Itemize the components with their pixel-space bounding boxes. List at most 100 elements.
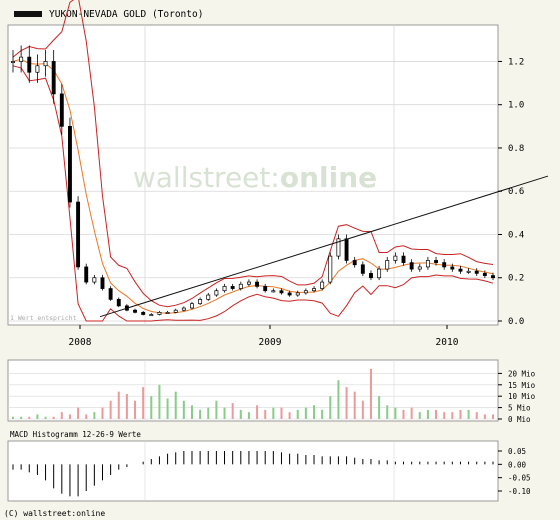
volume-y-tick-label: 20 Mio (508, 369, 536, 378)
volume-bar (345, 387, 348, 419)
volume-bar (443, 412, 446, 419)
volume-bar (247, 412, 250, 419)
candle-body (474, 270, 479, 274)
volume-bar (60, 412, 63, 419)
candle-body (369, 273, 373, 279)
candle-body (149, 314, 154, 317)
volume-bar (337, 380, 340, 419)
candle-body (190, 303, 194, 309)
candle-body (27, 56, 32, 73)
candle-body (385, 260, 390, 270)
volume-bar (207, 407, 210, 419)
volume-bar (134, 400, 137, 419)
volume-bar (174, 391, 177, 419)
volume-bar (68, 414, 71, 419)
price-x-tick-label: 2008 (69, 337, 92, 348)
macd-label: MACD Histogramm 12-26-9 Werte (10, 430, 141, 439)
candle-body (425, 260, 430, 268)
volume-bar (435, 409, 438, 419)
candle-body (59, 93, 64, 127)
volume-bar (77, 407, 80, 419)
volume-bar (288, 412, 291, 419)
candle-body (133, 309, 137, 313)
candle-body (206, 294, 211, 300)
volume-bar (329, 396, 332, 419)
price-y-tick-label: 1.2 (508, 57, 524, 67)
volume-bar (223, 407, 226, 419)
candle-body (35, 65, 40, 73)
macd-grid (144, 441, 395, 501)
candle-body (458, 268, 463, 272)
volume-bar (239, 409, 242, 419)
volume-bar (264, 409, 267, 419)
volume-y-tick-label: 15 Mio (508, 381, 536, 390)
candle-body (393, 255, 398, 261)
candle-body (238, 283, 243, 289)
volume-bar (36, 414, 39, 419)
volume-bar (475, 412, 478, 419)
candle-body (450, 266, 455, 270)
volume-bar (199, 409, 202, 419)
volume-bar (93, 412, 96, 419)
candle-body (466, 270, 471, 273)
macd-y-axis: -0.10 -0.05 0.00 0.05 (498, 447, 531, 496)
candle-body (482, 273, 487, 276)
volume-bar (467, 409, 470, 419)
volume-y-axis: 0 Mio 5 Mio 10 Mio 15 Mio 20 Mio (498, 369, 536, 424)
candle-body (377, 268, 382, 279)
volume-bar (272, 407, 275, 419)
watermark: wallstreet:online (133, 161, 377, 194)
candle-body (336, 238, 341, 257)
price-series (11, 0, 549, 322)
candle-body (434, 260, 439, 263)
candle-body (230, 286, 235, 289)
watermark-light: wallstreet: (133, 161, 280, 194)
price-x-tick-label: 2009 (259, 337, 282, 348)
candle-body (51, 61, 56, 95)
candle-body (328, 255, 333, 283)
candle-body (303, 290, 308, 294)
volume-bar (378, 396, 381, 419)
volume-bar (158, 384, 161, 419)
candle-body (141, 311, 146, 315)
candle-body (255, 281, 260, 287)
price-y-axis: 0.0 0.2 0.4 0.6 0.8 1.0 1.2 (498, 57, 524, 327)
volume-y-tick-label: 10 Mio (508, 392, 536, 401)
volume-bar (353, 391, 356, 419)
candle-body (198, 299, 203, 305)
candle-body (92, 277, 97, 283)
candle-body (287, 292, 292, 296)
price-note: 1 Wert entspricht (10, 314, 77, 322)
volume-bar (492, 414, 494, 419)
volume-bar (125, 393, 128, 419)
candle-body (271, 290, 276, 293)
candle-body (214, 290, 219, 296)
volume-bar (109, 400, 112, 419)
volume-bar (28, 416, 31, 419)
volume-bar (142, 387, 145, 419)
volume-bar (182, 400, 185, 419)
watermark-bold: online (280, 161, 377, 194)
volume-bar (231, 403, 234, 419)
volume-bar (101, 407, 104, 419)
volume-bar (52, 416, 55, 419)
candle-body (11, 61, 15, 63)
candle-body (491, 275, 495, 279)
price-y-tick-label: 0.2 (508, 274, 524, 284)
legend-label: YUKON-NEVADA GOLD (Toronto) (49, 9, 203, 20)
candle-body (295, 292, 300, 296)
candle-body (157, 311, 162, 315)
candle-body (442, 262, 447, 268)
volume-bar (410, 407, 413, 419)
trendline (99, 175, 549, 318)
candle-body (84, 266, 89, 283)
macd-panel (7, 440, 499, 502)
bollinger-lower (12, 65, 494, 322)
volume-bar (459, 409, 462, 419)
volume-bar (85, 414, 88, 419)
volume-bar (190, 405, 193, 419)
macd-bars (12, 451, 494, 497)
volume-bar (150, 396, 153, 419)
